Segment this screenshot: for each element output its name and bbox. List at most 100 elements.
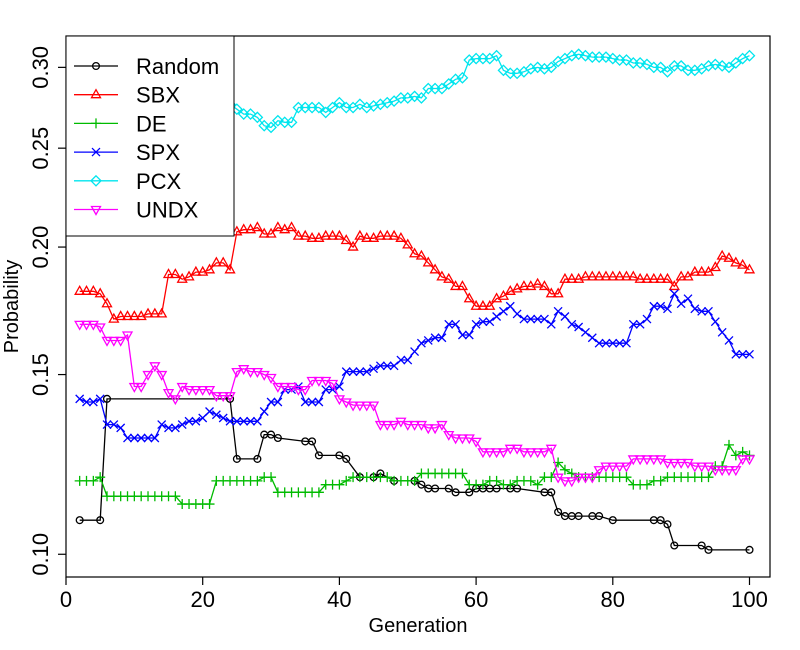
data-point <box>511 67 524 80</box>
y-tick-label: 0.10 <box>28 533 53 576</box>
data-point <box>430 333 440 343</box>
data-point <box>641 58 653 71</box>
data-point <box>319 106 332 119</box>
series-line-random <box>79 398 750 551</box>
data-point <box>95 472 106 483</box>
data-point <box>620 270 633 281</box>
data-point <box>381 96 394 109</box>
data-point <box>737 455 749 466</box>
data-point <box>279 223 291 234</box>
data-point <box>463 54 476 66</box>
data-point <box>484 448 496 459</box>
data-point <box>737 446 748 457</box>
data-point <box>183 270 195 281</box>
data-point <box>539 314 549 324</box>
data-point <box>682 270 694 281</box>
data-point <box>593 270 605 281</box>
legend-item-de: DE <box>74 111 167 136</box>
data-point <box>87 284 99 295</box>
series-layer <box>74 48 756 554</box>
data-point <box>217 256 229 267</box>
data-point <box>265 121 277 134</box>
data-point <box>525 280 537 291</box>
data-point <box>123 433 132 443</box>
data-point <box>88 397 98 407</box>
data-point <box>258 119 271 132</box>
data-point <box>259 407 269 416</box>
data-point <box>642 314 652 324</box>
data-point <box>586 473 598 484</box>
series-undx <box>74 320 756 488</box>
data-point <box>342 454 351 463</box>
data-point <box>547 488 556 497</box>
legend-label: DE <box>136 111 167 136</box>
data-point <box>497 448 510 459</box>
data-point <box>464 330 474 340</box>
data-point <box>745 349 754 359</box>
data-point <box>408 420 421 431</box>
data-point <box>704 306 713 316</box>
data-point <box>444 484 453 493</box>
data-point <box>273 433 282 443</box>
data-point <box>470 437 482 448</box>
data-point <box>109 420 119 430</box>
series-sbx <box>74 221 756 323</box>
data-point <box>607 270 619 281</box>
data-point <box>96 516 105 525</box>
data-point <box>518 280 530 291</box>
data-point <box>504 444 516 455</box>
data-point <box>238 223 250 234</box>
data-point <box>266 397 276 407</box>
data-point <box>670 541 679 550</box>
data-point <box>149 362 161 373</box>
data-point <box>360 101 373 114</box>
data-point <box>524 62 537 75</box>
data-point <box>429 263 441 274</box>
data-point <box>574 322 584 332</box>
data-point <box>436 270 448 281</box>
x-tick-label: 80 <box>601 587 625 612</box>
data-point <box>608 516 617 525</box>
data-point <box>374 229 387 240</box>
data-point <box>490 292 503 303</box>
data-point <box>456 434 469 445</box>
legend-label: SPX <box>136 140 180 165</box>
data-point <box>239 416 249 426</box>
data-point <box>279 382 291 393</box>
data-point <box>608 338 618 348</box>
data-point <box>314 451 323 460</box>
data-point <box>663 520 672 529</box>
data-point <box>498 306 508 316</box>
data-point <box>703 472 714 483</box>
data-point <box>627 455 639 466</box>
data-point <box>326 101 339 114</box>
data-point <box>552 287 564 298</box>
legend-label: UNDX <box>136 198 199 223</box>
data-point <box>661 458 674 469</box>
plot-frame <box>65 35 771 578</box>
data-point <box>737 258 749 269</box>
data-point <box>709 261 721 272</box>
data-point <box>218 413 228 423</box>
data-point <box>156 307 168 318</box>
legend-label: PCX <box>136 169 182 194</box>
data-point <box>579 270 592 281</box>
data-point <box>449 434 462 445</box>
data-point <box>648 455 660 466</box>
data-point <box>143 433 153 443</box>
data-point <box>620 462 633 473</box>
data-point <box>326 379 339 390</box>
data-point <box>333 96 346 109</box>
data-point <box>471 319 481 329</box>
data-point <box>723 61 735 74</box>
y-tick-label: 0.15 <box>28 353 53 396</box>
data-point <box>497 289 510 300</box>
data-point <box>688 64 701 77</box>
data-point <box>416 338 426 348</box>
data-point <box>231 225 243 236</box>
legend-item-spx: SPX <box>74 140 180 165</box>
data-point <box>586 270 598 281</box>
data-point <box>545 287 557 298</box>
data-point <box>532 448 544 459</box>
data-point <box>313 487 324 498</box>
